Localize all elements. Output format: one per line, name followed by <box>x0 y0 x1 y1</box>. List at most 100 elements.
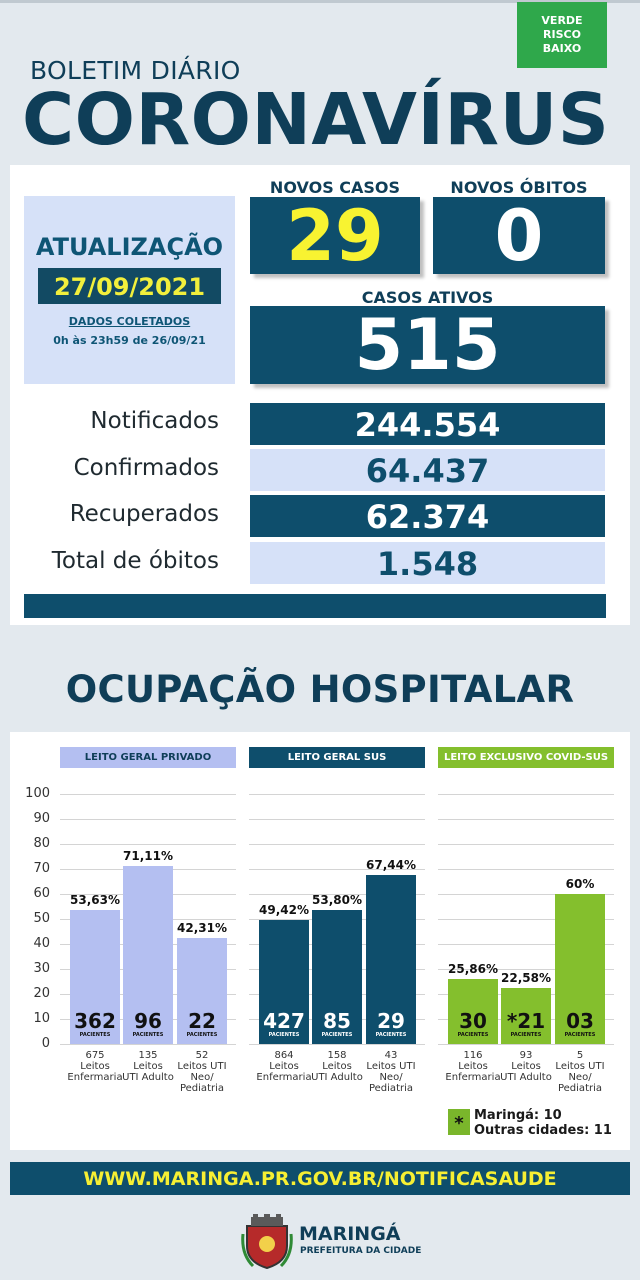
y-tick-label: 30 <box>33 961 50 976</box>
bar-percent-label: 53,80% <box>312 892 362 907</box>
city-logo-name: MARINGÁ <box>299 1223 401 1245</box>
chart-group-header: LEITO GERAL SUS <box>249 747 425 768</box>
chart-bar <box>70 909 120 1044</box>
bar-category-label: Leitos UTI <box>177 1061 227 1072</box>
bar-category-label: Enfermaria <box>67 1072 123 1083</box>
bar-patients-count: *21 <box>506 1009 546 1033</box>
chart-bar <box>555 894 605 1044</box>
deaths-total-value: 1.548 <box>250 542 605 584</box>
bar-patients-unit: PACIENTES <box>321 1032 353 1038</box>
bar-patients-count: 96 <box>134 1009 162 1033</box>
bar-patients-count: 03 <box>566 1009 594 1033</box>
gridline <box>249 894 425 895</box>
bar-patients-count: 85 <box>323 1009 351 1033</box>
chart-bar <box>259 920 309 1044</box>
bar-beds-count: 135 <box>138 1050 158 1061</box>
bar-category-label: Leitos <box>458 1061 488 1072</box>
risk-line-3: BAIXO <box>542 42 582 55</box>
page-title: CORONAVÍRUS <box>22 78 610 161</box>
bar-beds-count: 93 <box>519 1050 533 1061</box>
bar-patients-unit: PACIENTES <box>510 1032 542 1038</box>
gridline <box>438 819 614 820</box>
bar-patients-unit: PACIENTES <box>268 1032 300 1038</box>
notification-url-link[interactable]: WWW.MARINGA.PR.GOV.BR/NOTIFICASAUDE <box>10 1162 630 1195</box>
bar-category-label: Neo/ <box>190 1072 214 1083</box>
gridline <box>60 819 236 820</box>
bar-patients-count: 30 <box>459 1009 487 1033</box>
y-tick-label: 40 <box>33 936 50 951</box>
y-tick-label: 50 <box>33 911 50 926</box>
gridline <box>438 869 614 870</box>
chart-bar <box>366 875 416 1044</box>
update-title: ATUALIZAÇÃO <box>35 233 224 261</box>
bar-category-label: Leitos UTI <box>555 1061 605 1072</box>
bulletin-label: BOLETIM DIÁRIO <box>30 56 241 85</box>
gridline <box>438 919 614 920</box>
card-footer-bar <box>24 594 606 618</box>
gridline <box>249 1044 425 1045</box>
bar-beds-count: 43 <box>384 1050 398 1061</box>
bar-patients-count: 362 <box>74 1009 116 1033</box>
y-tick-label: 70 <box>33 861 50 876</box>
confirmed-label: Confirmados <box>73 455 219 481</box>
gridline <box>249 819 425 820</box>
bar-category-label: Leitos <box>80 1061 110 1072</box>
deaths-total-label: Total de óbitos <box>51 548 219 574</box>
recovered-label: Recuperados <box>69 501 219 527</box>
bar-patients-unit: PACIENTES <box>457 1032 489 1038</box>
y-tick-label: 90 <box>33 811 50 826</box>
bar-percent-label: 42,31% <box>177 921 227 936</box>
chart-group-header: LEITO EXCLUSIVO COVID-SUS <box>438 747 614 768</box>
bar-beds-count: 675 <box>85 1050 105 1061</box>
chart-bar <box>448 979 498 1044</box>
bar-category-label: Leitos <box>133 1061 163 1072</box>
bar-patients-unit: PACIENTES <box>564 1032 596 1038</box>
gridline <box>438 844 614 845</box>
gridline <box>60 1044 236 1045</box>
gridline <box>438 969 614 970</box>
bar-beds-count: 5 <box>576 1050 584 1061</box>
gridline <box>438 1044 614 1045</box>
active-cases-value: 515 <box>250 306 605 384</box>
active-cases-label: CASOS ATIVOS <box>361 288 494 307</box>
risk-level-badge: VERDE RISCO BAIXO <box>517 2 607 68</box>
hospital-section-title: OCUPAÇÃO HOSPITALAR <box>65 668 575 711</box>
notified-label: Notificados <box>90 408 219 434</box>
bar-category-label: Pediatria <box>179 1083 225 1094</box>
update-date: 27/09/2021 <box>38 268 221 304</box>
bar-category-label: Enfermaria <box>256 1072 312 1083</box>
y-tick-label: 10 <box>33 1011 50 1026</box>
bar-category-label: UTI Adulto <box>500 1072 552 1083</box>
bar-patients-count: 29 <box>377 1009 405 1033</box>
bar-category-label: Leitos UTI <box>366 1061 416 1072</box>
y-tick-label: 0 <box>41 1036 50 1051</box>
bar-patients-unit: PACIENTES <box>375 1032 407 1038</box>
bar-patients-unit: PACIENTES <box>132 1032 164 1038</box>
y-tick-label: 80 <box>33 836 50 851</box>
gridline <box>438 894 614 895</box>
bar-patients-count: 22 <box>188 1009 216 1033</box>
city-logo-subtitle: PREFEITURA DA CIDADE <box>300 1246 422 1256</box>
chart-group-header: LEITO GERAL PRIVADO <box>60 747 236 768</box>
legend-text: Maringá: 10 Outras cidades: 11 <box>474 1108 612 1138</box>
gridline <box>438 944 614 945</box>
bar-category-label: UTI Adulto <box>311 1072 363 1083</box>
bar-percent-label: 71,11% <box>123 849 173 864</box>
bar-percent-label: 67,44% <box>366 858 416 873</box>
risk-line-1: VERDE <box>541 14 583 27</box>
new-cases-value: 29 <box>250 197 420 275</box>
bar-beds-count: 864 <box>274 1050 294 1061</box>
confirmed-value: 64.437 <box>250 449 605 491</box>
asterisk-legend-marker: * <box>448 1109 470 1135</box>
bar-beds-count: 116 <box>463 1050 483 1061</box>
gridline <box>60 844 236 845</box>
gridline <box>60 794 236 795</box>
bar-percent-label: 49,42% <box>259 903 309 918</box>
new-cases-label: NOVOS CASOS <box>269 178 401 197</box>
y-tick-label: 20 <box>33 986 50 1001</box>
gridline <box>249 844 425 845</box>
bar-percent-label: 25,86% <box>448 962 498 977</box>
top-divider <box>0 0 640 3</box>
y-tick-label: 100 <box>25 786 50 801</box>
bar-percent-label: 60% <box>565 877 595 891</box>
